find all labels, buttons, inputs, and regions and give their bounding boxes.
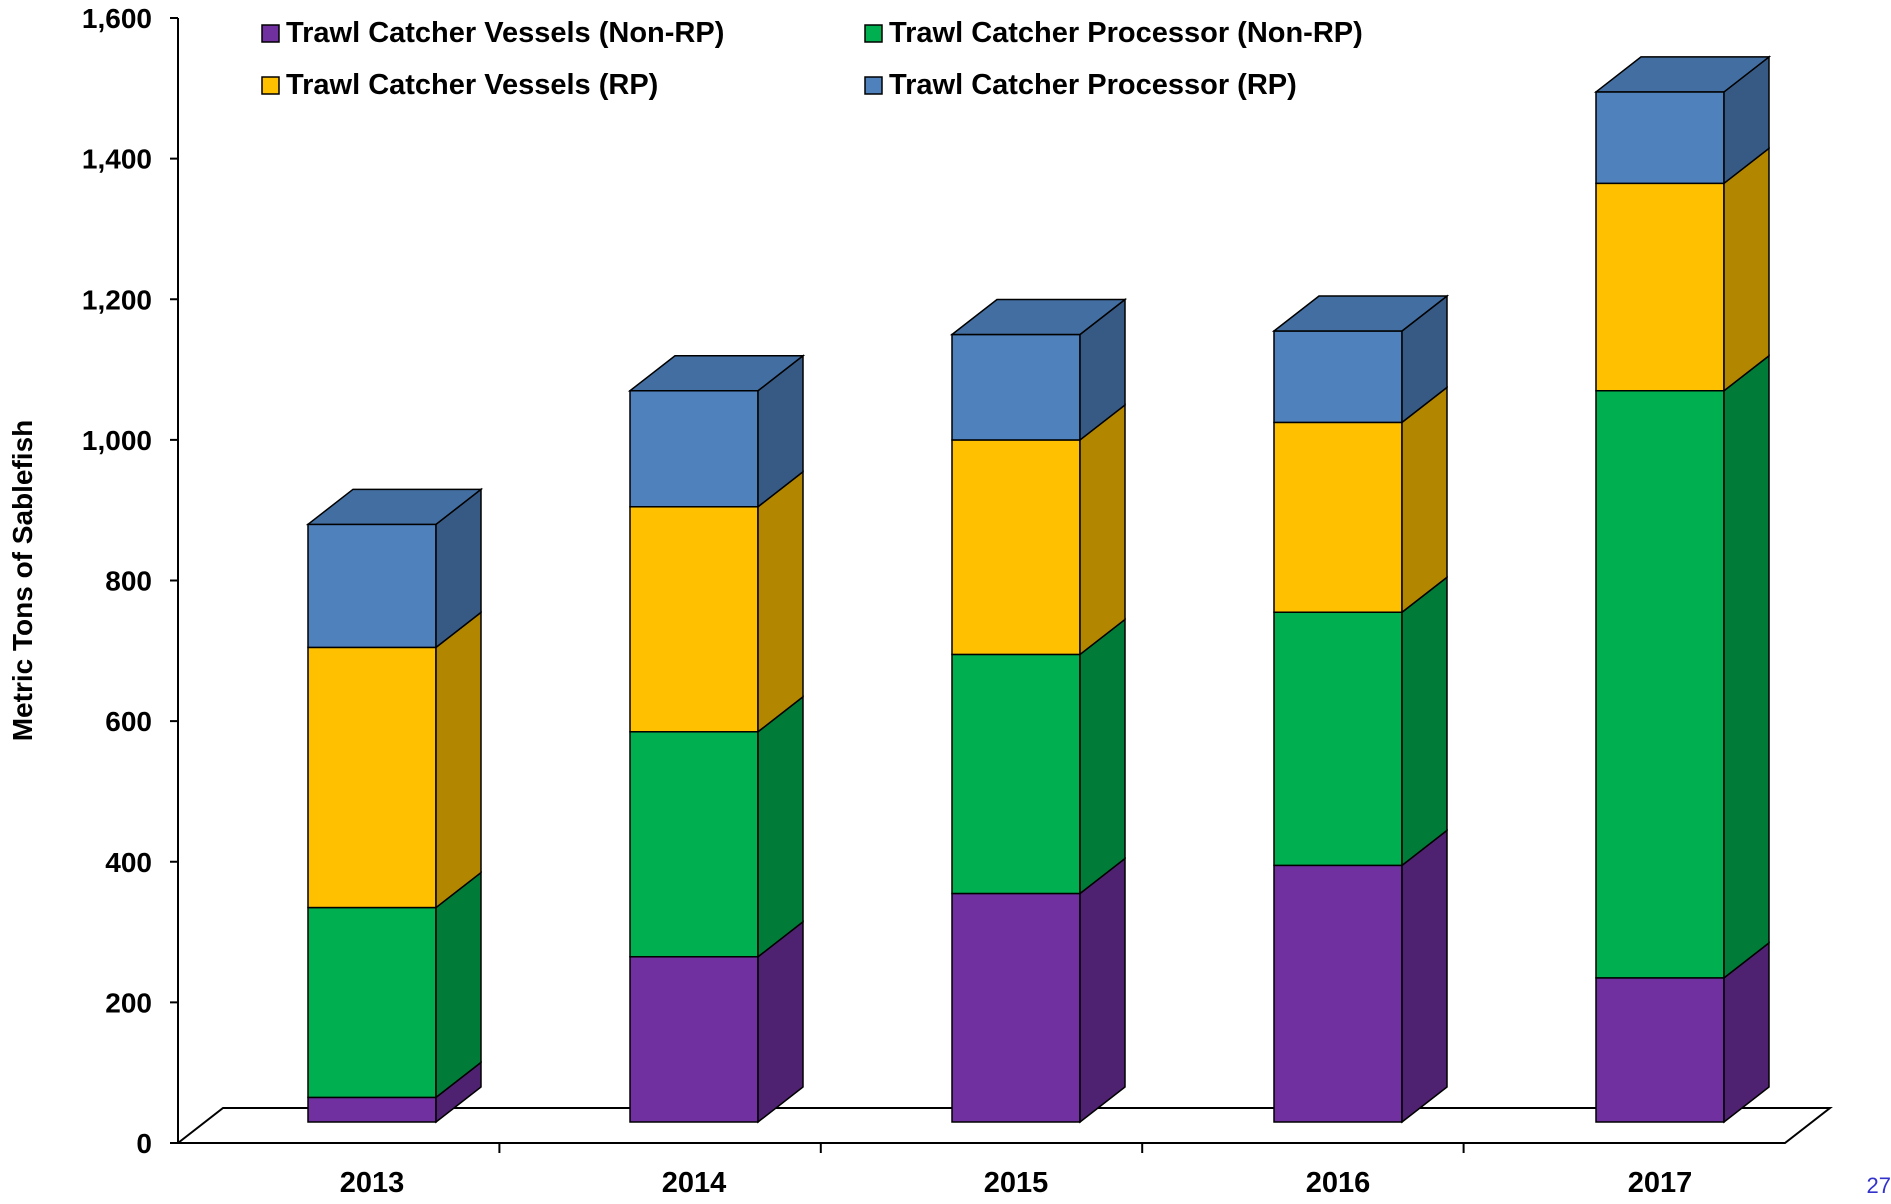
legend-label: Trawl Catcher Processor (Non-RP) xyxy=(889,17,1363,49)
y-tick-label: 400 xyxy=(105,847,152,878)
bar-stack-2014 xyxy=(627,354,806,1124)
y-tick-label: 600 xyxy=(105,706,152,737)
legend-swatch xyxy=(261,24,280,43)
bar-segment xyxy=(1273,385,1448,614)
legend-label: Trawl Catcher Vessels (Non-RP) xyxy=(286,17,724,49)
bar-stack-2013 xyxy=(305,487,484,1124)
bar-segment xyxy=(1271,294,1450,424)
legend-item: Trawl Catcher Processor (RP) xyxy=(864,69,1297,101)
x-tick-label-2013: 2013 xyxy=(340,1167,405,1199)
y-tick-label: 1,200 xyxy=(82,284,152,315)
bar-segment xyxy=(1273,828,1448,1124)
x-tick-label-2015: 2015 xyxy=(984,1167,1049,1199)
legend-swatch xyxy=(261,76,280,95)
bar-segment xyxy=(951,856,1126,1124)
bar-segment xyxy=(949,297,1128,442)
bar-stack-2017 xyxy=(1593,55,1772,1124)
legend-label: Trawl Catcher Vessels (RP) xyxy=(286,69,658,101)
y-axis-title: Metric Tons of Sablefish xyxy=(7,420,38,742)
y-tick-label: 1,400 xyxy=(82,144,152,175)
x-tick-label-2014: 2014 xyxy=(662,1167,727,1199)
bar-segment xyxy=(1595,354,1770,980)
legend-item: Trawl Catcher Vessels (Non-RP) xyxy=(261,17,724,49)
bar-segment xyxy=(1595,941,1770,1124)
bar-segment xyxy=(629,920,804,1124)
legend-item: Trawl Catcher Processor (Non-RP) xyxy=(864,17,1363,49)
legend-swatch xyxy=(864,76,883,95)
bar-segment xyxy=(1595,146,1770,393)
bar-segment xyxy=(1273,575,1448,867)
bar-segment xyxy=(307,610,482,910)
bar-segment xyxy=(1593,55,1772,185)
y-tick-label: 200 xyxy=(105,987,152,1018)
x-tick-label-2017: 2017 xyxy=(1628,1167,1693,1199)
bar-stack-2015 xyxy=(949,297,1128,1124)
bar-segment xyxy=(307,871,482,1099)
legend-label: Trawl Catcher Processor (RP) xyxy=(889,69,1297,101)
bar-segment xyxy=(629,470,804,734)
bar-segment xyxy=(629,695,804,959)
bar-segment xyxy=(951,617,1126,896)
y-tick-label: 800 xyxy=(105,566,152,597)
bar-segment xyxy=(951,403,1126,656)
x-tick-label-2016: 2016 xyxy=(1306,1167,1371,1199)
y-tick-label: 0 xyxy=(136,1128,152,1159)
legend-swatch xyxy=(864,24,883,43)
y-tick-label: 1,000 xyxy=(82,425,152,456)
bar-segment xyxy=(305,487,484,649)
bar-stack-2016 xyxy=(1271,294,1450,1124)
bar-segment xyxy=(627,354,806,509)
legend-item: Trawl Catcher Vessels (RP) xyxy=(261,69,658,101)
y-tick-label: 1,600 xyxy=(82,3,152,34)
page-number: 27 xyxy=(1866,1173,1891,1198)
